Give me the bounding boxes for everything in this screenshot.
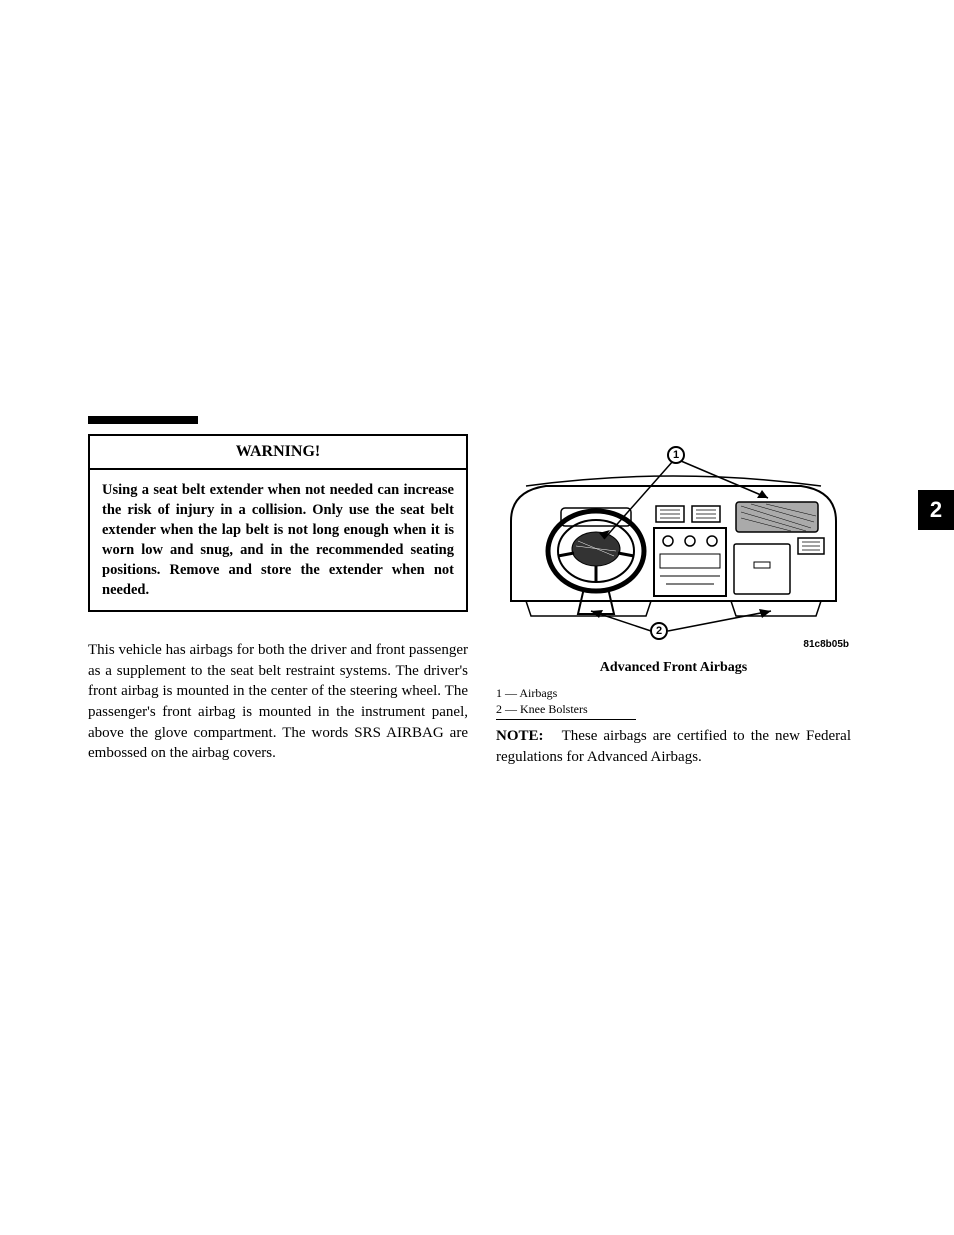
dashboard-svg [496,436,851,652]
legend-divider [496,719,636,720]
image-reference-code: 81c8b05b [803,639,849,650]
note-text [550,728,562,744]
note-paragraph: NOTE: These airbags are certified to the… [496,726,851,767]
section-tab: 2 [918,490,954,530]
figure-container: 1 2 81c8b05b Advanced Front Airbags 1 — … [496,436,851,768]
page-content: WARNING! Using a seat belt extender when… [88,416,904,768]
legend-item-2: 2 — Knee Bolsters [496,702,851,718]
left-column: WARNING! Using a seat belt extender when… [88,416,468,768]
body-paragraph: This vehicle has airbags for both the dr… [88,640,468,764]
dashboard-diagram: 1 2 81c8b05b [496,436,851,652]
figure-caption: Advanced Front Airbags [496,660,851,676]
callout-1: 1 [667,446,685,464]
note-label: NOTE: [496,728,544,744]
figure-legend: 1 — Airbags 2 — Knee Bolsters [496,686,851,720]
warning-body: Using a seat belt extender when not need… [90,470,466,610]
warning-title: WARNING! [90,436,466,470]
callout-2: 2 [650,622,668,640]
warning-box: WARNING! Using a seat belt extender when… [88,434,468,612]
legend-item-1: 1 — Airbags [496,686,851,702]
right-column: 1 2 81c8b05b Advanced Front Airbags 1 — … [496,416,886,768]
